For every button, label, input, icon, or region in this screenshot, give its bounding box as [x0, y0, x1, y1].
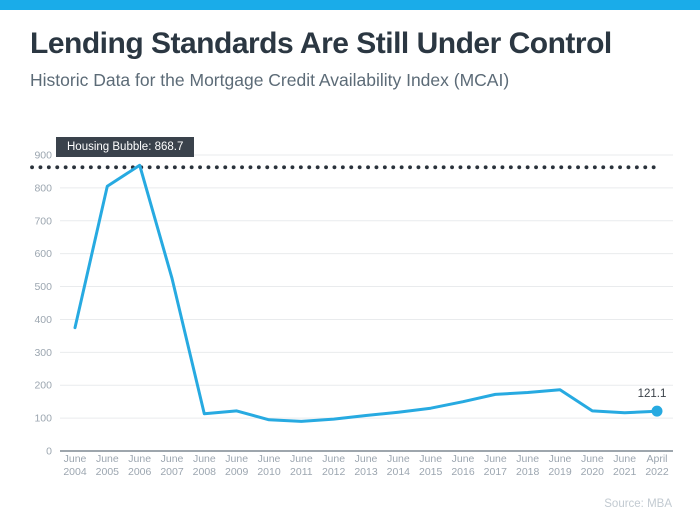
y-tick-label: 300 [34, 347, 52, 359]
x-tick-label-month: June [452, 453, 475, 465]
x-tick-label-month: June [484, 453, 507, 465]
x-tick-label-month: June [258, 453, 281, 465]
x-tick-label-year: 2004 [63, 466, 87, 478]
mcai-line-chart: 0 100 200 300 400 500 600 700 800 900 June 2004 June… [0, 130, 700, 525]
x-tick-label-year: 2020 [581, 466, 605, 478]
y-tick-label: 0 [46, 446, 52, 458]
x-tick-label-year: 2015 [419, 466, 443, 478]
x-tick-label-month: June [355, 453, 378, 465]
x-tick-label-month: June [419, 453, 442, 465]
x-tick-label-month: June [225, 453, 248, 465]
y-tick-label: 600 [34, 248, 52, 260]
x-tick-label-year: 2008 [193, 466, 217, 478]
page-subtitle: Historic Data for the Mortgage Credit Av… [30, 70, 510, 90]
x-tick-label-month: June [161, 453, 184, 465]
x-tick-label-year: 2006 [128, 466, 152, 478]
y-tick-label: 900 [34, 150, 52, 162]
x-tick-label-year: 2013 [354, 466, 378, 478]
end-value-label: 121.1 [637, 388, 667, 400]
x-tick-label-month: June [64, 453, 87, 465]
y-tick-label: 800 [34, 182, 52, 194]
x-tick-label-year: 2021 [613, 466, 637, 478]
x-tick-label-month: June [96, 453, 119, 465]
x-tick-label-month: June [581, 453, 604, 465]
x-tick-label-year: 2005 [96, 466, 120, 478]
x-tick-label-year: 2019 [548, 466, 572, 478]
x-tick-label-month: June [387, 453, 410, 465]
x-tick-label-month: June [613, 453, 636, 465]
housing-bubble-callout: Housing Bubble: 868.7 [56, 137, 195, 157]
x-tick-label-month: June [128, 453, 151, 465]
x-tick-label-year: 2009 [225, 466, 249, 478]
x-tick-label-month: June [549, 453, 572, 465]
x-tick-label-month: June [516, 453, 539, 465]
y-tick-label: 400 [34, 314, 52, 326]
top-accent-bar [0, 0, 700, 10]
source-label: Source: MBA [604, 498, 672, 510]
x-tick-label-year: 2010 [257, 466, 281, 478]
x-tick-label-month: June [290, 453, 313, 465]
x-tick-label-month: June [322, 453, 345, 465]
x-tick-label-year: 2016 [451, 466, 475, 478]
x-tick-label-year: 2012 [322, 466, 346, 478]
x-tick-label-month: June [193, 453, 216, 465]
mcai-data-line [73, 163, 659, 423]
x-tick-label-year: 2011 [290, 466, 313, 478]
chart-canvas: 0100200300400500600700800900June2004June… [30, 150, 673, 478]
x-tick-label-year: 2022 [645, 466, 669, 478]
x-tick-label-year: 2014 [387, 466, 411, 478]
y-tick-label: 500 [34, 281, 52, 293]
y-tick-label: 100 [34, 413, 52, 425]
x-tick-label-year: 2018 [516, 466, 540, 478]
x-tick-label-year: 2017 [484, 466, 508, 478]
page-title: Lending Standards Are Still Under Contro… [30, 27, 612, 60]
x-tick-label-year: 2007 [160, 466, 184, 478]
y-tick-label: 200 [34, 380, 52, 392]
y-tick-label: 700 [34, 215, 52, 227]
end-point-dot [651, 405, 663, 417]
x-tick-label-month: April [646, 453, 667, 465]
